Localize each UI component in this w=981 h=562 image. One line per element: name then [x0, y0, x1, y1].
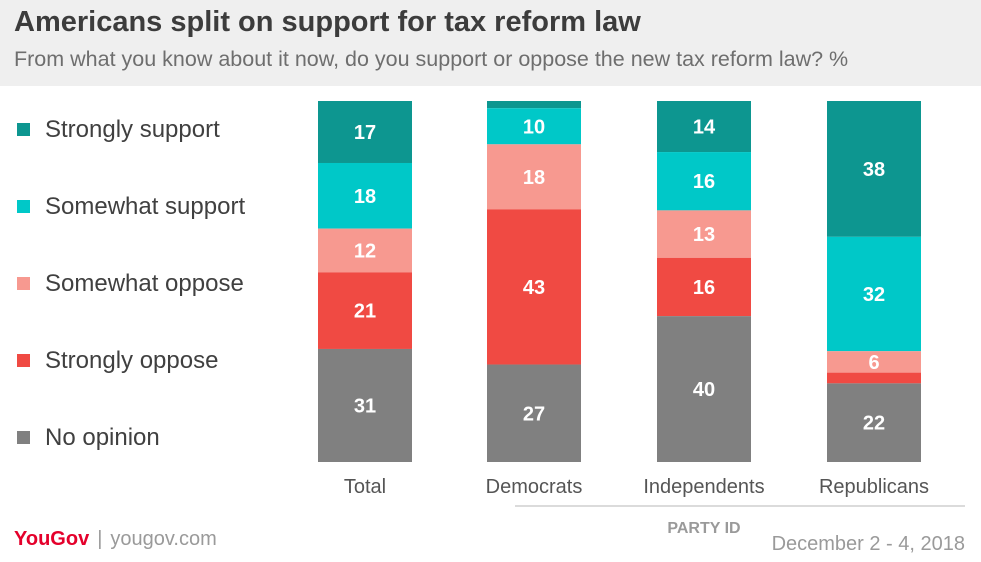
legend-swatch: [17, 200, 30, 213]
bar-segment: [827, 383, 921, 462]
bar-segment: [318, 272, 412, 349]
data-label: 38: [863, 159, 885, 181]
chart-title: Americans split on support for tax refor…: [14, 6, 641, 38]
data-label: 32: [863, 284, 885, 306]
brand-url[interactable]: yougov.com: [110, 528, 217, 550]
group-label: PARTY ID: [667, 520, 740, 537]
bar-segment: [487, 144, 581, 210]
bar-segment: [827, 236, 921, 352]
brand-separator: |: [97, 528, 103, 550]
data-label: 40: [693, 379, 715, 401]
data-label: 18: [354, 186, 376, 208]
data-label: 6: [868, 352, 879, 374]
legend-entry: Strongly oppose: [45, 347, 218, 374]
bar-segment: [657, 257, 751, 317]
category-label: Republicans: [819, 476, 929, 498]
legend-entry: Strongly support: [45, 116, 220, 143]
bar-segment: [487, 209, 581, 365]
chart-subtitle: From what you know about it now, do you …: [14, 47, 849, 71]
data-label: 43: [523, 277, 545, 299]
legend-entry: No opinion: [45, 424, 160, 451]
data-label: 12: [354, 241, 376, 263]
data-label: 21: [354, 301, 376, 323]
data-label: 16: [693, 171, 715, 193]
survey-date: December 2 - 4, 2018: [771, 533, 965, 555]
data-label: 27: [523, 403, 545, 425]
legend-entry: Somewhat oppose: [45, 270, 244, 297]
data-label: 31: [354, 395, 376, 417]
bar-segment: [487, 364, 581, 462]
data-label: 10: [523, 116, 545, 138]
bar-segment: [827, 101, 921, 237]
legend-swatch: [17, 277, 30, 290]
bar-segment: [657, 152, 751, 211]
data-label: 22: [863, 413, 885, 435]
data-label: 17: [354, 122, 376, 144]
data-label: 13: [693, 224, 715, 246]
bar-segment: [487, 101, 581, 109]
bar-segment: [318, 228, 412, 273]
data-label: 18: [523, 167, 545, 189]
bar-segment: [657, 316, 751, 462]
header-banner: Americans split on support for tax refor…: [0, 0, 981, 86]
data-label: 16: [693, 277, 715, 299]
bar-segment: [827, 351, 921, 373]
bar-segment: [318, 348, 412, 462]
bar-segment: [318, 162, 412, 229]
footer-brand: YouGov | yougov.com: [14, 528, 217, 551]
bar-segment: [657, 210, 751, 258]
bar-segment: [827, 372, 921, 384]
yougov-logo: YouGov: [14, 528, 90, 550]
legend-swatch: [17, 123, 30, 136]
data-label: 14: [693, 117, 716, 139]
bar-segment: [657, 101, 751, 153]
legend-swatch: [17, 431, 30, 444]
legend-swatch: [17, 354, 30, 367]
category-label: Independents: [643, 476, 764, 498]
category-label: Democrats: [486, 476, 583, 498]
category-label: Total: [344, 476, 386, 498]
bar-segment: [487, 108, 581, 145]
bar-segment: [318, 101, 412, 163]
legend-entry: Somewhat support: [45, 193, 245, 220]
